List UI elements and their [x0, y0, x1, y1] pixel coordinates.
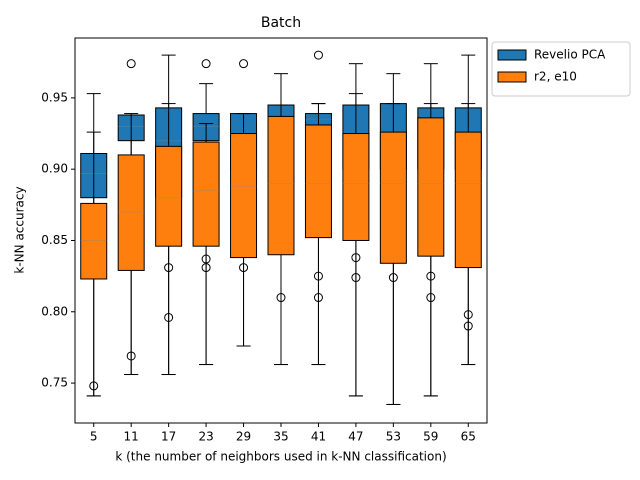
- x-tick-label: 65: [461, 430, 476, 444]
- x-tick-label: 29: [236, 430, 251, 444]
- x-tick-label: 35: [273, 430, 288, 444]
- flier: [201, 59, 211, 69]
- flier: [426, 293, 436, 303]
- box: [117, 154, 145, 271]
- x-tick-label: 11: [124, 430, 139, 444]
- legend-swatch: [497, 49, 527, 61]
- box: [80, 202, 108, 280]
- flier: [126, 351, 136, 361]
- flier: [313, 50, 323, 60]
- box: [417, 117, 445, 257]
- box: [454, 131, 482, 269]
- flier: [89, 381, 99, 391]
- flier: [276, 293, 286, 303]
- x-tick-label: 47: [348, 430, 363, 444]
- flier: [388, 273, 398, 283]
- x-tick-label: 53: [386, 430, 401, 444]
- x-axis-label: k (the number of neighbors used in k-NN …: [115, 450, 446, 464]
- y-tick-label: 0.75: [41, 376, 68, 390]
- flier: [463, 310, 473, 320]
- plot-frame: [74, 37, 488, 424]
- y-tick-label: 0.95: [41, 90, 68, 104]
- box: [304, 124, 332, 239]
- x-tick-label: 5: [90, 430, 98, 444]
- flier: [126, 59, 136, 69]
- flier: [201, 263, 211, 273]
- x-tick-label: 59: [423, 430, 438, 444]
- flier: [351, 253, 361, 263]
- x-tick-label: 41: [311, 430, 326, 444]
- box: [342, 133, 370, 241]
- box: [155, 145, 183, 247]
- flier: [239, 59, 249, 69]
- flier: [239, 263, 249, 273]
- flier: [313, 271, 323, 281]
- flier: [201, 254, 211, 264]
- chart-title: Batch: [261, 15, 301, 31]
- x-tick-label: 23: [198, 430, 213, 444]
- legend-label: Revelio PCA: [534, 48, 606, 62]
- y-axis-label: k-NN accuracy: [13, 186, 27, 273]
- y-tick-label: 0.90: [41, 162, 68, 176]
- flier: [426, 271, 436, 281]
- box: [267, 115, 295, 256]
- flier: [351, 273, 361, 283]
- y-tick-label: 0.85: [41, 233, 68, 247]
- flier: [313, 293, 323, 303]
- x-tick-label: 17: [161, 430, 176, 444]
- flier: [463, 321, 473, 331]
- legend-label: r2, e10: [534, 70, 577, 84]
- flier: [164, 263, 174, 273]
- y-tick-label: 0.80: [41, 304, 68, 318]
- box: [230, 133, 258, 259]
- flier: [164, 312, 174, 322]
- legend-swatch: [497, 71, 527, 83]
- box: [379, 131, 407, 264]
- box: [192, 141, 220, 247]
